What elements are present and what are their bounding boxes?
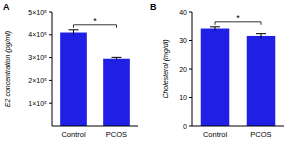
significance-label: *	[236, 13, 240, 23]
bar	[247, 36, 276, 126]
bars	[201, 27, 276, 126]
y-tick-label: 40	[179, 9, 187, 16]
bars	[60, 30, 130, 126]
panel-label: B	[150, 2, 157, 12]
y-tick-label: 0	[183, 123, 187, 130]
error-bar	[210, 27, 220, 30]
error-bar	[69, 30, 79, 35]
bar	[201, 29, 230, 126]
x-tick-label: Control	[203, 130, 228, 139]
panel: A E2 concentration (pg/ml) 1×10⁵ 2×10⁵ 3×10⁵…	[3, 2, 138, 139]
y-axis-label: Cholesterol (mg/dl)	[162, 39, 170, 98]
y-axis	[52, 12, 53, 126]
y-axis-label: E2 concentration (pg/ml)	[4, 31, 12, 107]
y-axis	[192, 12, 193, 126]
x-tick-label: Control	[61, 130, 86, 139]
y-tick-label: 3×10⁵	[28, 54, 47, 61]
bar	[60, 33, 87, 126]
y-tick-label: 10	[179, 94, 187, 101]
y-tick-label: 20	[179, 66, 187, 73]
bar	[103, 59, 130, 126]
x-axis	[52, 126, 138, 127]
figure: A E2 concentration (pg/ml) 1×10⁵ 2×10⁵ 3×10⁵…	[0, 0, 294, 150]
x-tick-label: PCOS	[106, 130, 127, 139]
error-bar	[256, 34, 266, 39]
y-tick-label: 30	[179, 37, 187, 44]
y-tick-label: 2×10⁵	[28, 77, 47, 84]
y-tick-label: 5×10⁵	[28, 9, 47, 16]
error-bar	[112, 57, 122, 60]
x-tick-label: PCOS	[250, 130, 271, 139]
significance-label: *	[93, 16, 97, 26]
panel: B Cholesterol (mg/dl) 0 10 20 30 40 Control PCOS…	[150, 2, 284, 139]
y-tick-label: 1×10⁵	[28, 100, 47, 107]
panel-label: A	[3, 2, 10, 12]
x-axis	[192, 126, 284, 127]
y-tick-label: 4×10⁵	[28, 31, 47, 38]
